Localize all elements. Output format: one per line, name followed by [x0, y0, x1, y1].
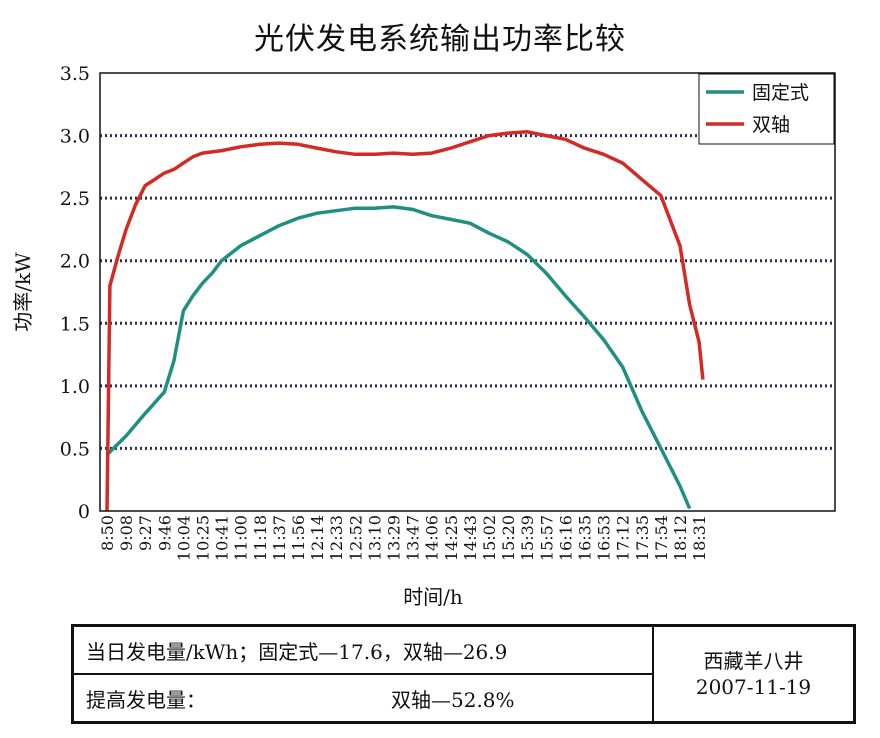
y-tick-label-0: 0 [78, 501, 90, 523]
x-tick-label-6: 10:41 [213, 515, 232, 561]
summary-increase-value: 双轴—52.8% [391, 687, 515, 712]
summary-row-energy: 当日发电量/kWh；固定式—17.6，双轴—26.9 [74, 627, 652, 675]
x-tick-label-9: 11:37 [270, 515, 289, 561]
legend-box [698, 73, 835, 145]
chart-title: 光伏发电系统输出功率比较 [254, 22, 626, 57]
x-tick-label-30: 18:12 [671, 515, 690, 561]
x-tick-label-22: 15:39 [518, 515, 537, 561]
x-tick-label-3: 9:46 [155, 515, 174, 551]
x-tick-label-14: 13:10 [365, 515, 384, 561]
x-tick-label-13: 12:52 [346, 515, 365, 561]
y-tick-label-4: 2.0 [60, 251, 90, 273]
x-tick-label-5: 10:25 [194, 515, 213, 561]
y-tick-label-3: 1.5 [60, 313, 90, 335]
x-tick-label-20: 15:02 [480, 515, 499, 561]
x-tick-labels: 8:50 9:08 9:27 9:46 10:04 10:25 10:41 11:00 11:1… [98, 515, 709, 561]
y-tick-label-6: 3.0 [60, 126, 90, 148]
x-tick-label-0: 8:50 [98, 515, 117, 551]
summary-energy-text: 当日发电量/kWh；固定式—17.6，双轴—26.9 [86, 639, 508, 664]
x-tick-label-12: 12:33 [327, 515, 346, 561]
y-tick-label-5: 2.5 [60, 188, 90, 210]
y-axis-title: 功率/kW [11, 252, 35, 332]
summary-row-increase: 提高发电量： 双轴—52.8% [74, 675, 652, 721]
x-tick-label-19: 14:43 [461, 515, 480, 561]
x-tick-label-26: 16:53 [595, 515, 614, 561]
x-tick-label-16: 13:47 [404, 515, 423, 561]
x-tick-label-11: 12:14 [308, 515, 327, 561]
x-tick-label-15: 13:29 [385, 515, 404, 561]
x-tick-label-29: 17:54 [652, 515, 671, 561]
y-tick-label-7: 3.5 [60, 63, 90, 85]
x-tick-label-7: 11:00 [232, 515, 251, 561]
legend-label-dual: 双轴 [752, 114, 790, 136]
summary-location: 西藏羊八井 [703, 649, 804, 673]
summary-table: 当日发电量/kWh；固定式—17.6，双轴—26.9 提高发电量： 双轴—52.… [71, 624, 856, 724]
x-tick-label-10: 11:56 [289, 515, 308, 561]
x-tick-label-24: 16:16 [556, 515, 575, 561]
chart-svg: 00.51.01.52.02.53.03.5 8:50 9:08 9:27 9:46 1… [11, 63, 836, 609]
x-tick-label-17: 14:06 [423, 515, 442, 561]
series-lines [105, 130, 705, 512]
x-tick-label-1: 9:08 [117, 515, 136, 551]
x-tick-label-4: 10:04 [174, 515, 193, 561]
y-tick-labels: 0 0.5 1.0 1.5 2.0 2.5 3.0 3.5 [60, 63, 90, 523]
x-tick-label-25: 16:35 [576, 515, 595, 561]
x-tick-label-23: 15:57 [537, 515, 556, 561]
summary-date: 2007-11-19 [695, 675, 812, 699]
summary-increase-label: 提高发电量： [86, 687, 206, 712]
summary-left: 当日发电量/kWh；固定式—17.6，双轴—26.9 提高发电量： 双轴—52.… [74, 627, 654, 721]
x-tick-label-28: 17:35 [633, 515, 652, 561]
y-tick-label-2: 1.0 [60, 376, 90, 398]
x-tick-label-21: 15:20 [499, 515, 518, 561]
x-tick-label-2: 9:27 [136, 515, 155, 551]
plot-frame [99, 72, 836, 512]
x-tick-label-27: 17:12 [614, 515, 633, 561]
series-line-0 [105, 205, 692, 510]
x-axis-title: 时间/h [403, 585, 463, 609]
legend: 固定式 双轴 [698, 73, 835, 145]
x-tick-label-18: 14:25 [442, 515, 461, 561]
legend-label-fixed: 固定式 [752, 82, 809, 104]
gridlines [100, 134, 835, 450]
y-tick-label-1: 0.5 [60, 438, 90, 460]
series-line-1 [105, 130, 705, 512]
x-tick-label-31: 18:31 [690, 515, 709, 561]
summary-right: 西藏羊八井 2007-11-19 [654, 627, 853, 721]
x-tick-label-8: 11:18 [251, 515, 270, 561]
